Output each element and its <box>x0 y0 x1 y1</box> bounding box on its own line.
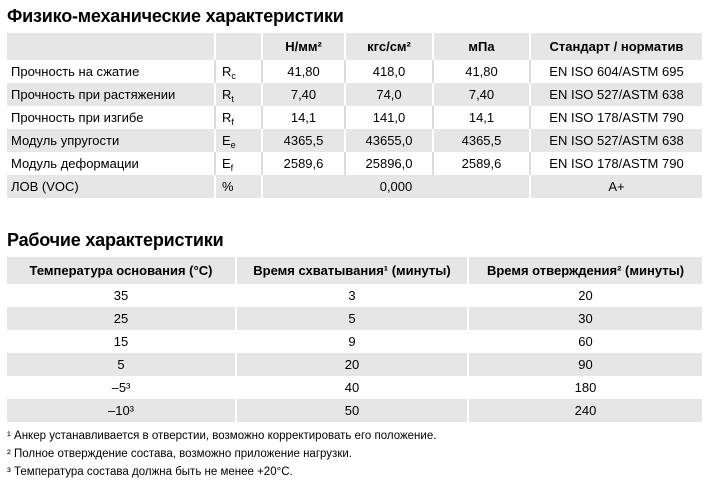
curing-time-value: 240 <box>467 399 702 422</box>
temperature-value: 15 <box>7 330 236 353</box>
table-row: 15 9 60 <box>7 330 702 353</box>
property-name: Модуль упругости <box>7 129 215 152</box>
header-mpa: мПа <box>432 33 530 60</box>
setting-time-value: 20 <box>235 353 468 376</box>
table-row: Модуль деформации Ef 2589,6 25896,0 2589… <box>7 152 702 175</box>
setting-time-value: 5 <box>235 307 468 330</box>
property-symbol: Ee <box>214 129 262 152</box>
header-setting-time: Время схватывания¹ (минуты) <box>235 257 468 284</box>
curing-time-value: 30 <box>467 307 702 330</box>
temperature-value: –5³ <box>7 376 236 399</box>
table-row: 35 3 20 <box>7 284 702 307</box>
value-n-mm2: 41,80 <box>261 60 345 83</box>
symbol-base: R <box>222 110 232 125</box>
symbol-subscript: c <box>231 71 236 81</box>
symbol-subscript: t <box>231 94 234 104</box>
temperature-value: 35 <box>7 284 236 307</box>
table-row: Прочность на сжатие Rc 41,80 418,0 41,80… <box>7 60 702 83</box>
value-kgs-cm2: 418,0 <box>344 60 433 83</box>
voc-rating: A+ <box>529 175 702 198</box>
header-standard: Стандарт / норматив <box>529 33 702 60</box>
curing-time-value: 180 <box>467 376 702 399</box>
property-name: Прочность на сжатие <box>7 60 215 83</box>
value-n-mm2: 4365,5 <box>261 129 345 152</box>
value-n-mm2: 2589,6 <box>261 152 345 175</box>
symbol-base: E <box>222 133 231 148</box>
value-kgs-cm2: 141,0 <box>344 106 433 129</box>
header-substrate-temperature: Температура основания (°С) <box>7 257 236 284</box>
value-mpa: 2589,6 <box>432 152 530 175</box>
header-n-mm2: Н/мм² <box>261 33 345 60</box>
setting-time-value: 40 <box>235 376 468 399</box>
value-mpa: 14,1 <box>432 106 530 129</box>
footnote-anchor-position: ¹ Анкер устанавливается в отверстии, воз… <box>7 430 437 442</box>
temperature-value: 25 <box>7 307 236 330</box>
symbol-base: E <box>222 156 231 171</box>
curing-time-value: 20 <box>467 284 702 307</box>
value-mpa: 7,40 <box>432 83 530 106</box>
value-kgs-cm2: 25896,0 <box>344 152 433 175</box>
property-symbol: Rf <box>214 106 262 129</box>
value-mpa: 4365,5 <box>432 129 530 152</box>
symbol-base: R <box>222 87 232 102</box>
table-row: –5³ 40 180 <box>7 376 702 399</box>
value-mpa: 41,80 <box>432 60 530 83</box>
symbol-base: R <box>222 64 232 79</box>
setting-time-value: 9 <box>235 330 468 353</box>
value-n-mm2: 7,40 <box>261 83 345 106</box>
table-row: –10³ 50 240 <box>7 399 702 422</box>
table-row: 5 20 90 <box>7 353 702 376</box>
standard-ref: EN ISO 527/ASTM 638 <box>529 83 702 106</box>
footnote-full-curing: ² Полное отверждение состава, возможно п… <box>7 448 352 460</box>
standard-ref: EN ISO 527/ASTM 638 <box>529 129 702 152</box>
table-row-voc: ЛОВ (VOC) % 0,000 A+ <box>7 175 702 198</box>
property-symbol: Ef <box>214 152 262 175</box>
standard-ref: EN ISO 178/ASTM 790 <box>529 152 702 175</box>
property-name: Прочность при растяжении <box>7 83 215 106</box>
symbol-subscript: e <box>230 140 236 150</box>
table-row: 25 5 30 <box>7 307 702 330</box>
property-symbol: % <box>214 175 262 198</box>
header-kgs-cm2: кгс/см² <box>344 33 433 60</box>
symbol-subscript: f <box>231 117 234 127</box>
property-symbol: Rc <box>214 60 262 83</box>
value-kgs-cm2: 74,0 <box>344 83 433 106</box>
table-header-row: Н/мм² кгс/см² мПа Стандарт / норматив <box>7 33 702 60</box>
table-row: Модуль упругости Ee 4365,5 43655,0 4365,… <box>7 129 702 152</box>
value-kgs-cm2: 43655,0 <box>344 129 433 152</box>
standard-ref: EN ISO 604/ASTM 695 <box>529 60 702 83</box>
property-symbol: Rt <box>214 83 262 106</box>
table-row: Прочность при растяжении Rt 7,40 74,0 7,… <box>7 83 702 106</box>
header-empty-symbol <box>214 33 262 60</box>
physical-mechanical-table: Н/мм² кгс/см² мПа Стандарт / норматив Пр… <box>7 33 702 198</box>
section-title-physical-mechanical: Физико-механические характеристики <box>7 6 344 26</box>
temperature-value: 5 <box>7 353 236 376</box>
property-name: Модуль деформации <box>7 152 215 175</box>
footnote-compound-temperature: ³ Температура состава должна быть не мен… <box>7 466 293 478</box>
property-name: Прочность при изгибе <box>7 106 215 129</box>
value-n-mm2: 14,1 <box>261 106 345 129</box>
symbol-subscript: f <box>230 163 234 173</box>
standard-ref: EN ISO 178/ASTM 790 <box>529 106 702 129</box>
footnotes: ¹ Анкер устанавливается в отверстии, воз… <box>7 427 702 481</box>
header-curing-time: Время отверждения² (минуты) <box>467 257 702 284</box>
voc-value: 0,000 <box>261 175 530 198</box>
table-header-row: Температура основания (°С) Время схватыв… <box>7 257 702 284</box>
curing-time-value: 60 <box>467 330 702 353</box>
section-title-working-characteristics: Рабочие характеристики <box>7 230 224 250</box>
setting-time-value: 50 <box>235 399 468 422</box>
temperature-value: –10³ <box>7 399 236 422</box>
setting-time-value: 3 <box>235 284 468 307</box>
curing-time-value: 90 <box>467 353 702 376</box>
working-characteristics-table: Температура основания (°С) Время схватыв… <box>7 257 702 422</box>
property-name: ЛОВ (VOC) <box>7 175 215 198</box>
table-row: Прочность при изгибе Rf 14,1 141,0 14,1 … <box>7 106 702 129</box>
header-empty-name <box>7 33 215 60</box>
